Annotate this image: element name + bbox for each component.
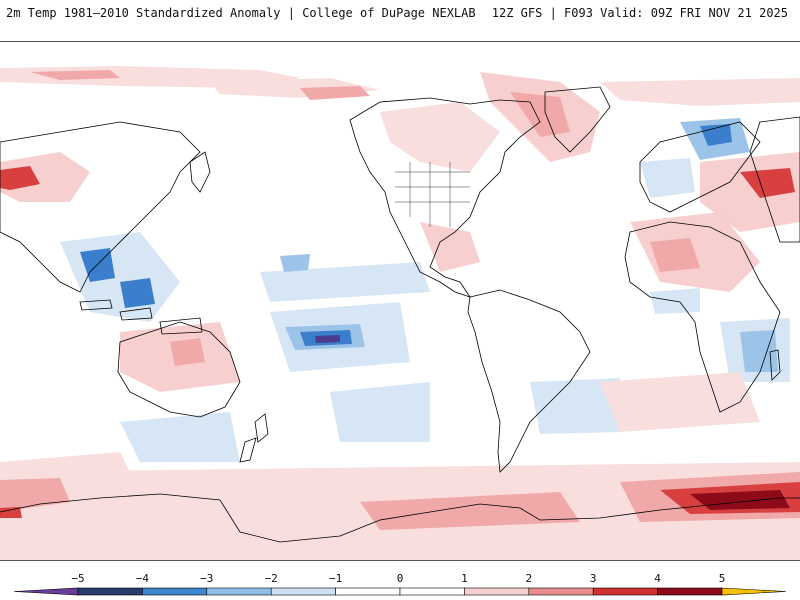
warm-anomaly-region <box>360 492 580 530</box>
islands-outline <box>79 299 113 311</box>
cold-anomaly-region <box>640 158 695 198</box>
islands-outline <box>119 307 153 321</box>
warm-anomaly-region <box>170 338 205 366</box>
antarctica-outline <box>0 493 800 543</box>
colorbar-tick-label: 3 <box>590 572 597 585</box>
colorbar-swatch <box>77 587 143 596</box>
colorbar-tick-label: −1 <box>329 572 342 585</box>
warm-anomaly-region <box>600 372 760 432</box>
north-america-outline <box>349 97 541 298</box>
colorbar-tick-label: −4 <box>136 572 150 585</box>
new-zealand-outline <box>239 437 257 463</box>
cold-anomaly-region <box>330 382 430 442</box>
colorbar-swatches <box>13 587 787 596</box>
warm-anomaly-region <box>0 166 40 190</box>
colorbar-tick-label: 0 <box>397 572 404 585</box>
warm-anomaly-region <box>0 478 70 512</box>
colorbar-swatch <box>528 587 594 596</box>
south-america-outline <box>467 289 591 473</box>
colorbar-swatch <box>206 587 272 596</box>
colorbar-swatch <box>464 587 530 596</box>
cold-anomaly-region <box>315 335 340 343</box>
model-run-info: 12Z GFS | F093 Valid: 09Z FRI NOV 21 202… <box>491 6 788 20</box>
asia-outline <box>749 116 800 243</box>
asia-outline <box>0 121 201 293</box>
colorbar-swatch <box>270 587 336 596</box>
cold-anomaly-region <box>280 254 310 272</box>
anomaly-shading <box>0 66 800 560</box>
warm-anomaly-region <box>30 70 120 80</box>
anomaly-map-svg <box>0 66 800 560</box>
colorbar-swatch <box>142 587 208 596</box>
us-state-borders <box>395 162 470 227</box>
australia-outline <box>117 321 241 418</box>
cold-anomaly-region <box>260 262 430 302</box>
cold-anomaly-region <box>60 232 180 322</box>
cold-anomaly-region <box>700 124 732 146</box>
warm-anomaly-region <box>380 102 500 172</box>
europe-outline <box>639 121 761 213</box>
cold-anomaly-region <box>120 412 240 462</box>
colorbar-tick-label: −3 <box>200 572 213 585</box>
warm-anomaly-region <box>630 212 760 292</box>
anomaly-map <box>0 41 800 561</box>
warm-anomaly-region <box>600 78 800 106</box>
warm-anomaly-region <box>300 86 370 100</box>
cold-anomaly-region <box>740 330 778 372</box>
warm-anomaly-region <box>0 152 90 202</box>
japan-outline <box>189 151 211 193</box>
islands-outline <box>159 317 203 335</box>
cold-anomaly-region <box>530 378 620 434</box>
map-title: 2m Temp 1981–2010 Standardized Anomaly |… <box>6 6 476 20</box>
colorbar-tick-label: 2 <box>525 572 532 585</box>
warm-anomaly-region <box>0 507 22 518</box>
new-zealand-outline <box>254 413 269 443</box>
colorbar-swatch <box>335 587 401 596</box>
colorbar-tick-label: 1 <box>461 572 468 585</box>
colorbar-ticks: −5 −4 −3 −2 −1 0 1 2 3 4 5 <box>71 572 725 585</box>
colorbar-tick-label: 4 <box>654 572 661 585</box>
africa-outline <box>624 221 781 413</box>
cold-anomaly-region <box>120 278 155 308</box>
madagascar-outline <box>769 349 781 381</box>
warm-anomaly-region <box>650 238 700 272</box>
warm-anomaly-region <box>690 490 790 510</box>
colorbar-swatch <box>399 587 465 596</box>
colorbar-tick-label: 5 <box>719 572 726 585</box>
colorbar-tick-label: −5 <box>71 572 84 585</box>
coastlines <box>0 86 800 543</box>
warm-anomaly-region <box>740 168 795 198</box>
greenland-outline <box>544 86 611 153</box>
colorbar-swatch <box>592 587 658 596</box>
colorbar-max-extend <box>721 587 787 596</box>
colorbar-tick-label: −2 <box>265 572 278 585</box>
warm-anomaly-region <box>510 92 570 137</box>
warm-anomaly-region <box>420 222 480 272</box>
colorbar-swatch <box>657 587 723 596</box>
colorbar: −5 −4 −3 −2 −1 0 1 2 3 4 5 <box>13 572 787 596</box>
colorbar-min-extend <box>13 587 79 596</box>
